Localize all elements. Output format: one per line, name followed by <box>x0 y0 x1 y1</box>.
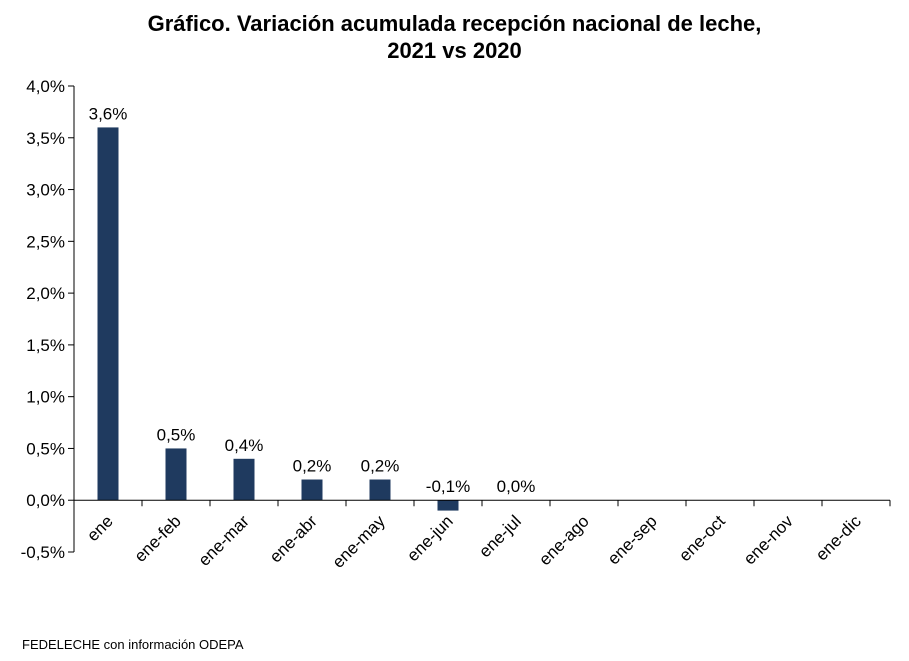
x-tick-label: ene-nov <box>740 511 797 568</box>
x-tick-label: ene-ago <box>535 512 593 570</box>
chart-title: Gráfico. Variación acumulada recepción n… <box>0 10 909 64</box>
x-tick-label: ene-abr <box>266 511 321 566</box>
y-tick-label: 0,0% <box>26 491 65 510</box>
chart-title-line-2: 2021 vs 2020 <box>387 38 522 63</box>
y-tick-label: 2,0% <box>26 284 65 303</box>
x-tick-label: ene-mar <box>195 511 253 569</box>
bar <box>97 127 119 501</box>
data-label: 0,2% <box>293 457 332 476</box>
x-tick-label: ene-jun <box>403 512 457 566</box>
y-axis: 4,0% 3,5% 3,0% 2,5% 2,0% 1,5% 1,0% 0,5% 0,0% -0,5… <box>21 77 75 562</box>
data-label: 3,6% <box>89 104 128 123</box>
bar <box>437 500 459 511</box>
x-tick-label: ene-jul <box>475 512 525 562</box>
x-tick-label: ene-dic <box>812 511 865 564</box>
bar <box>233 458 255 501</box>
bar <box>301 479 323 501</box>
x-tick-label: ene-may <box>329 511 390 572</box>
y-tick-label: 1,0% <box>26 388 65 407</box>
data-label: -0,1% <box>426 477 470 496</box>
source-note: FEDELECHE con información ODEPA <box>22 637 244 652</box>
y-tick-label: 3,0% <box>26 181 65 200</box>
y-tick-label: 0,5% <box>26 439 65 458</box>
x-tick-label: ene-oct <box>675 511 729 565</box>
x-tick-label: ene <box>83 512 116 545</box>
bars <box>97 127 459 511</box>
data-label: 0,2% <box>361 457 400 476</box>
bar <box>369 479 391 501</box>
y-tick-label: 3,5% <box>26 129 65 148</box>
x-axis: ene ene-feb ene-mar ene-abr ene-may ene-jun en… <box>73 499 891 572</box>
y-tick-label: 2,5% <box>26 232 65 251</box>
data-label: 0,5% <box>157 425 196 444</box>
chart-title-line-1: Gráfico. Variación acumulada recepción n… <box>147 11 762 36</box>
data-label: 0,4% <box>225 436 264 455</box>
x-tick-label: ene-sep <box>604 512 661 569</box>
y-tick-label: -0,5% <box>21 543 65 562</box>
y-tick-label: 1,5% <box>26 336 65 355</box>
data-labels: 3,6% 0,5% 0,4% 0,2% 0,2% -0,1% 0,0% <box>89 104 536 496</box>
y-tick-label: 4,0% <box>26 77 65 96</box>
data-label: 0,0% <box>497 477 536 496</box>
bar <box>165 448 187 501</box>
x-tick-label: ene-feb <box>131 512 185 566</box>
